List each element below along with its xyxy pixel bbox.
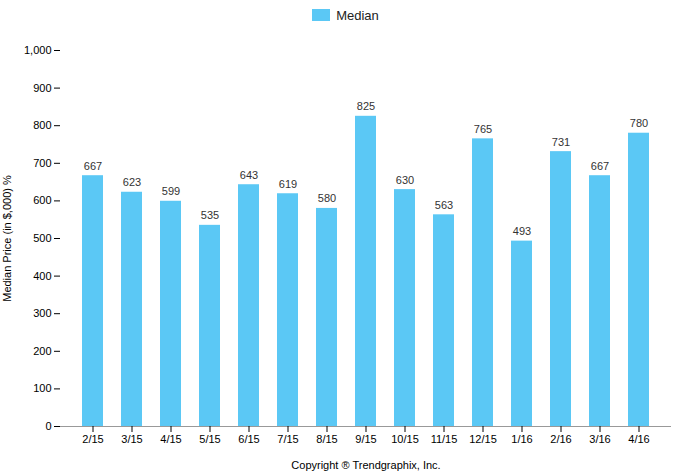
svg-text:4/16: 4/16 (628, 433, 649, 445)
svg-text:667: 667 (591, 160, 609, 172)
svg-text:2/16: 2/16 (550, 433, 571, 445)
svg-text:800: 800 (33, 119, 51, 131)
svg-text:12/15: 12/15 (469, 433, 497, 445)
svg-text:535: 535 (201, 209, 219, 221)
svg-text:780: 780 (630, 117, 648, 129)
svg-text:400: 400 (33, 270, 51, 282)
svg-text:623: 623 (123, 176, 141, 188)
svg-text:643: 643 (240, 169, 258, 181)
svg-text:7/15: 7/15 (277, 433, 298, 445)
html-text:Median: Median (336, 7, 379, 23)
svg-text:765: 765 (474, 123, 492, 135)
svg-text:3/16: 3/16 (589, 433, 610, 445)
svg-text:Median Price (in $,000) %: Median Price (in $,000) % (1, 175, 13, 302)
svg-text:3/15: 3/15 (121, 433, 142, 445)
svg-text:5/15: 5/15 (199, 433, 220, 445)
svg-text:300: 300 (33, 307, 51, 319)
svg-text:2/15: 2/15 (82, 433, 103, 445)
svg-text:8/15: 8/15 (316, 433, 337, 445)
svg-text:100: 100 (33, 382, 51, 394)
svg-text:6/15: 6/15 (238, 433, 259, 445)
svg-text:493: 493 (513, 225, 531, 237)
svg-text:667: 667 (84, 160, 102, 172)
svg-text:825: 825 (357, 100, 375, 112)
svg-text:600: 600 (33, 194, 51, 206)
svg-text:9/15: 9/15 (355, 433, 376, 445)
svg-text:500: 500 (33, 232, 51, 244)
svg-text:200: 200 (33, 345, 51, 357)
svg-text:11/15: 11/15 (431, 433, 458, 445)
svg-text:0: 0 (45, 420, 51, 432)
svg-text:1/16: 1/16 (511, 433, 532, 445)
svg-text:599: 599 (162, 185, 180, 197)
svg-text:Copyright ® Trendgraphix, Inc.: Copyright ® Trendgraphix, Inc. (291, 459, 440, 471)
svg-text:10/15: 10/15 (391, 433, 419, 445)
svg-text:700: 700 (33, 157, 51, 169)
svg-text:619: 619 (279, 178, 297, 190)
svg-text:563: 563 (435, 199, 453, 211)
svg-text:900: 900 (33, 82, 51, 94)
svg-text:630: 630 (396, 174, 414, 186)
svg-text:580: 580 (318, 192, 336, 204)
svg-text:1,000: 1,000 (24, 44, 52, 56)
svg-text:731: 731 (552, 136, 570, 148)
svg-text:4/15: 4/15 (160, 433, 181, 445)
